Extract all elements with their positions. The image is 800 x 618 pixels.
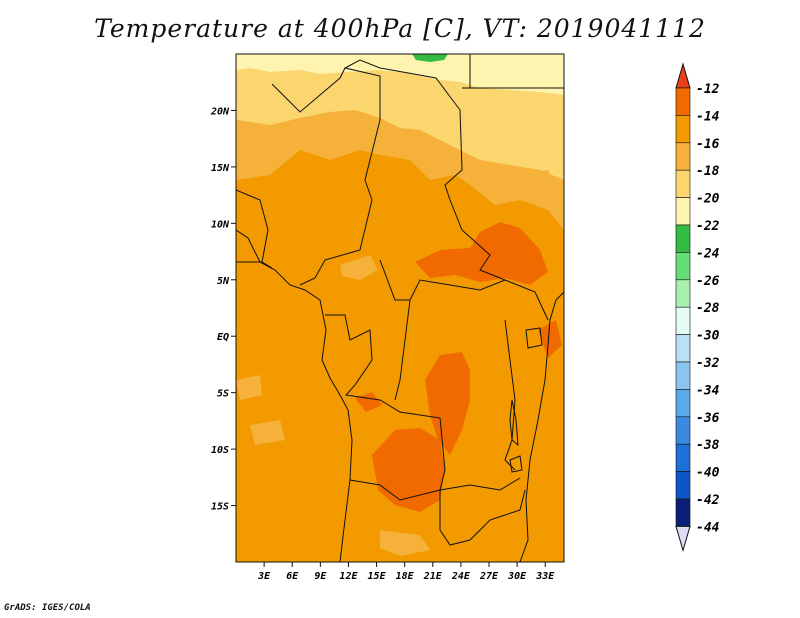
- colorbar-label: -44: [696, 520, 720, 535]
- lon-tick-label: 30E: [507, 571, 527, 582]
- map-fill-layer: [236, 54, 564, 562]
- lat-tick-label: EQ: [217, 332, 229, 343]
- border-11: [349, 479, 441, 501]
- colorbar-swatch: [675, 361, 691, 390]
- lon-tick-label: 12E: [339, 571, 358, 582]
- colorbar-swatch: [675, 142, 691, 171]
- lon-tick-label: 9E: [314, 571, 327, 582]
- lon-tick-label: 21E: [423, 571, 443, 582]
- colorbar-label: -40: [696, 466, 720, 481]
- colorbar-label: -28: [696, 301, 720, 316]
- colorbar-swatch: [675, 443, 691, 472]
- lat-tick-label: 5S: [217, 389, 229, 400]
- field-core-south: [372, 428, 445, 512]
- border-10: [439, 489, 526, 546]
- map-frame: [235, 53, 565, 563]
- colorbar-swatch: [675, 279, 691, 308]
- lon-tick-label: 15E: [368, 571, 387, 582]
- colorbar-swatch: [675, 252, 691, 281]
- boundaries-layer: [236, 54, 564, 562]
- colorbar-label: -22: [696, 219, 720, 234]
- lat-tick-label: 15S: [211, 502, 229, 513]
- lon-tick-label: 18E: [396, 571, 415, 582]
- lat-tick-label: 15N: [211, 163, 230, 174]
- colorbar-label: -34: [696, 383, 720, 398]
- colorbar-label: -42: [696, 493, 720, 508]
- chart-title: Temperature at 400hPa [C], VT: 201904111…: [94, 14, 706, 43]
- lon-tick-label: 3E: [257, 571, 271, 582]
- colorbar-label: -30: [696, 329, 720, 344]
- border-6: [325, 314, 521, 491]
- colorbar-label: -24: [696, 246, 720, 261]
- colorbar-swatch: [675, 224, 691, 253]
- colorbar-label: -12: [696, 82, 720, 97]
- field-blob-c: [250, 420, 285, 445]
- latitude-axis: 20N 15N 10N 5N EQ 5S 10S 15S: [210, 106, 236, 513]
- border-8: [504, 319, 516, 471]
- field-band-minus24: [412, 54, 448, 62]
- colorbar-swatch: [675, 169, 691, 198]
- colorbar-swatch: [675, 471, 691, 500]
- colorbar: -12 -14 -16 -18 -20 -22 -24 -26 -28 -30 -32 -34 -36 -…: [675, 62, 720, 553]
- colorbar-swatch: [675, 334, 691, 363]
- colorbar-swatch: [675, 498, 691, 527]
- colorbar-swatch: [675, 389, 691, 418]
- colorbar-swatch: [675, 115, 691, 144]
- lake-2: [525, 327, 543, 349]
- border-9: [236, 189, 269, 263]
- border-1: [271, 67, 381, 286]
- field-blob-d: [380, 530, 430, 556]
- field-blob-b: [236, 375, 262, 400]
- lat-tick-label: 10N: [211, 219, 230, 230]
- border-7: [394, 299, 411, 401]
- lake-1: [509, 399, 519, 447]
- lon-tick-label: 6E: [286, 571, 299, 582]
- field-blob-a: [340, 255, 378, 280]
- colorbar-label: -32: [696, 356, 720, 371]
- field-core-central: [425, 352, 470, 455]
- field-core-north: [415, 222, 548, 285]
- colorbar-swatch: [675, 416, 691, 445]
- lon-tick-label: 33E: [535, 571, 555, 582]
- colorbar-label: -38: [696, 438, 720, 453]
- field-core-east: [538, 320, 562, 358]
- longitude-axis: 3E 6E 9E 12E 15E 18E 21E 24E 27E 30E 33E: [257, 562, 555, 582]
- colorbar-swatch: [675, 197, 691, 226]
- colorbar-label: -18: [696, 164, 720, 179]
- lake-3: [509, 455, 523, 473]
- lat-tick-label: 5N: [217, 276, 230, 287]
- border-5: [379, 259, 549, 321]
- colorbar-label: -26: [696, 274, 720, 289]
- colorbar-label: -36: [696, 411, 720, 426]
- colorbar-swatch: [675, 87, 691, 116]
- lat-tick-label: 20N: [210, 106, 230, 117]
- colorbar-label: -16: [696, 137, 720, 152]
- grads-credit: GrADS: IGES/COLA: [4, 603, 91, 613]
- coastline-east: [519, 291, 564, 562]
- lon-tick-label: 27E: [479, 571, 499, 582]
- colorbar-bottom-arrow: [675, 525, 691, 553]
- colorbar-top-arrow: [675, 62, 691, 89]
- lon-tick-label: 24E: [451, 571, 471, 582]
- colorbar-label: -14: [696, 109, 720, 124]
- colorbar-label: -20: [696, 192, 720, 207]
- field-band-minus22: [236, 54, 564, 95]
- colorbar-swatch: [675, 306, 691, 335]
- border-2: [344, 59, 506, 281]
- field-blob-e: [520, 170, 556, 195]
- lat-tick-label: 10S: [211, 445, 229, 456]
- coastline-west: [236, 229, 353, 562]
